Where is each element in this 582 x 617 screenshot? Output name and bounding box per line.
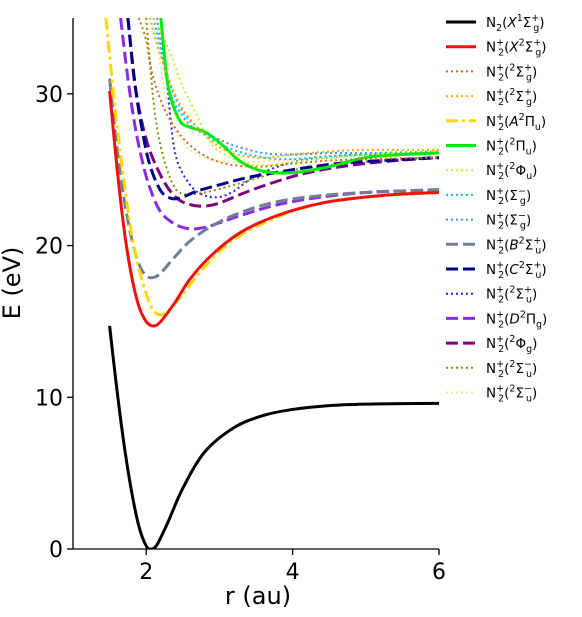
legend-entry: N+ 2(B2Σ+ u) [486, 235, 547, 256]
legend-entry: N2(X1Σ+ g) [486, 13, 545, 34]
series-line-3 [148, 18, 439, 159]
series-line-1 [108, 90, 439, 328]
y-tick-label: 30 [35, 83, 63, 108]
ticks: 2 4 6 0 10 20 30 [35, 83, 446, 585]
legend-entry: N+ 2(Σ− g) [486, 186, 531, 207]
series-line-2 [137, 18, 439, 168]
legend-entry: N+ 2(2Σ+ g) [486, 87, 537, 108]
series-line-15 [152, 18, 439, 164]
y-tick-label: 0 [49, 538, 63, 563]
legend-entry: N+ 2(2Σ+ g) [486, 62, 537, 83]
series-line-0 [108, 325, 439, 549]
series-line-11 [159, 18, 439, 199]
legend-entry: N+ 2(2Σ+ u) [486, 285, 537, 306]
series-line-4 [104, 18, 439, 317]
legend-entry: N+ 2(D2Πg) [486, 309, 547, 330]
legend-entry: N+ 2(Σ− g) [486, 211, 531, 232]
plot-area [104, 18, 439, 549]
legend-entry: N+ 2(2Σ− u) [486, 384, 537, 405]
series-line-8 [156, 18, 439, 156]
legend-entry: N+ 2(A2Πu) [486, 112, 546, 133]
y-tick-label: 10 [35, 386, 63, 411]
y-axis-label: E (eV) [0, 247, 26, 320]
series-line-6 [152, 18, 439, 167]
series-line-5 [159, 18, 439, 175]
x-tick-label: 2 [139, 560, 153, 585]
legend-entry: N+ 2(C2Σ+ u) [486, 260, 547, 281]
series-line-10 [126, 18, 439, 201]
series-line-13 [126, 18, 439, 208]
legend-entry: N+ 2(2Φu) [486, 161, 537, 182]
y-tick-label: 20 [35, 235, 63, 260]
x-tick-label: 4 [286, 560, 300, 585]
series-line-9 [108, 78, 439, 280]
legend-entry: N+ 2(2Σ− u) [486, 359, 537, 380]
axes [72, 18, 439, 550]
legend-entry: N+ 2(2Φg) [486, 334, 537, 355]
x-tick-label: 6 [432, 560, 446, 585]
x-axis-label: r (au) [225, 582, 291, 610]
legend-entry: N+ 2(X2Σ+ g) [486, 38, 547, 59]
legend: N2(X1Σ+ g) N+ 2(X2Σ+ g) N+ 2(2Σ+ g) N+ 2(2Σ+ g) N+ 2… [446, 13, 547, 405]
series-line-7 [152, 18, 439, 161]
legend-entry: N+ 2(2Πu) [486, 137, 537, 158]
